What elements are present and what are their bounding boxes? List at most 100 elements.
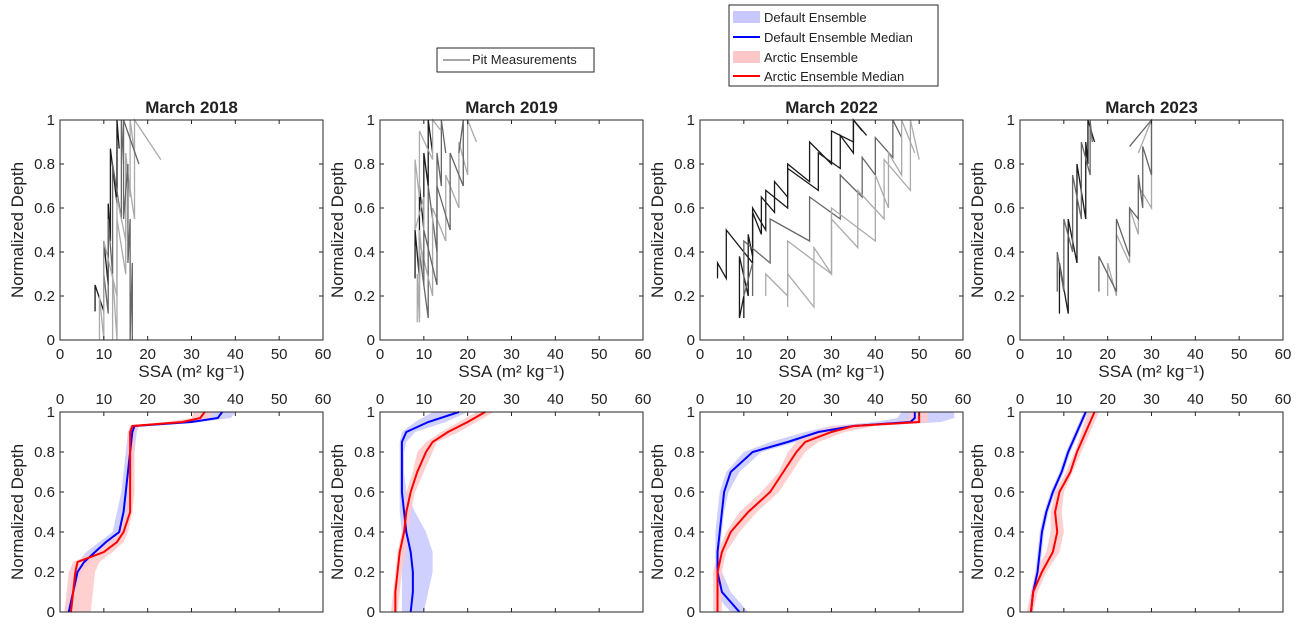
y-tick-label: 0 bbox=[687, 604, 695, 621]
pit-profile-line bbox=[1107, 119, 1153, 297]
y-tick-label: 0.6 bbox=[994, 484, 1015, 501]
x-tick-label: 30 bbox=[1143, 346, 1160, 363]
x-tick-label: 60 bbox=[315, 391, 332, 408]
y-tick-label: 0.6 bbox=[674, 484, 695, 501]
y-tick-label: 0.2 bbox=[34, 564, 55, 581]
x-tick-label: 0 bbox=[696, 346, 704, 363]
y-tick-label: 0 bbox=[1007, 332, 1015, 349]
y-tick-label: 0.6 bbox=[994, 200, 1015, 217]
x-axis-label: SSA (m² kg⁻¹) bbox=[778, 362, 884, 381]
pit-profile-line bbox=[98, 119, 136, 341]
ensemble-band bbox=[399, 412, 468, 612]
y-tick-label: 0.4 bbox=[34, 524, 55, 541]
pit-profile-line bbox=[111, 117, 162, 341]
y-tick-label: 0.2 bbox=[994, 288, 1015, 305]
y-tick-label: 0.4 bbox=[994, 244, 1015, 261]
y-tick-label: 0.4 bbox=[994, 524, 1015, 541]
legend-ensemble: Default Ensemble Default Ensemble Median… bbox=[728, 4, 939, 87]
y-axis-label: Normalized Depth bbox=[968, 162, 987, 298]
legend-label-arctic-ensemble: Arctic Ensemble bbox=[764, 50, 858, 65]
median-line bbox=[69, 411, 206, 613]
y-tick-label: 0.2 bbox=[994, 564, 1015, 581]
pit-profile-line bbox=[423, 119, 464, 286]
x-tick-label: 30 bbox=[823, 346, 840, 363]
x-tick-label: 60 bbox=[1275, 391, 1292, 408]
y-tick-label: 0.4 bbox=[674, 244, 695, 261]
y-tick-label: 0 bbox=[47, 332, 55, 349]
y-axis-label: Normalized Depth bbox=[8, 162, 27, 298]
y-tick-label: 0.4 bbox=[674, 524, 695, 541]
x-tick-label: 50 bbox=[911, 346, 928, 363]
legend-swatch-arctic-ensemble bbox=[733, 51, 760, 63]
x-axis-label: SSA (m² kg⁻¹) bbox=[1098, 362, 1204, 381]
y-tick-label: 1 bbox=[47, 112, 55, 129]
y-tick-label: 0 bbox=[367, 332, 375, 349]
y-tick-label: 1 bbox=[687, 112, 695, 129]
y-tick-label: 0.2 bbox=[674, 564, 695, 581]
pit-profile-line bbox=[1058, 119, 1096, 314]
x-tick-label: 30 bbox=[183, 346, 200, 363]
x-tick-label: 0 bbox=[376, 346, 384, 363]
pit-profile-line bbox=[738, 118, 863, 319]
axes-frame bbox=[59, 411, 324, 613]
y-tick-label: 0.2 bbox=[674, 288, 695, 305]
legend-pit-measurements: Pit Measurements bbox=[436, 47, 595, 73]
x-tick-label: 0 bbox=[56, 346, 64, 363]
x-tick-label: 30 bbox=[823, 391, 840, 408]
y-tick-label: 1 bbox=[1007, 404, 1015, 421]
y-tick-label: 0 bbox=[367, 604, 375, 621]
y-axis-label: Normalized Depth bbox=[328, 162, 347, 298]
x-tick-label: 50 bbox=[271, 346, 288, 363]
x-tick-label: 30 bbox=[503, 346, 520, 363]
x-axis-label: SSA (m² kg⁻¹) bbox=[138, 362, 244, 381]
x-tick-label: 30 bbox=[503, 391, 520, 408]
x-tick-label: 50 bbox=[1231, 346, 1248, 363]
pit-profile-line bbox=[1098, 118, 1153, 292]
y-tick-label: 0.8 bbox=[674, 156, 695, 173]
x-tick-label: 50 bbox=[1231, 391, 1248, 408]
x-tick-label: 10 bbox=[735, 346, 752, 363]
pit-profile-line bbox=[414, 118, 442, 323]
y-tick-label: 0.8 bbox=[674, 444, 695, 461]
x-tick-label: 0 bbox=[376, 391, 384, 408]
legend-swatch-default-ensemble bbox=[733, 11, 760, 23]
y-tick-label: 0 bbox=[47, 604, 55, 621]
y-axis-label: Normalized Depth bbox=[8, 444, 27, 580]
x-tick-label: 50 bbox=[591, 346, 608, 363]
x-axis-label: SSA (m² kg⁻¹) bbox=[458, 362, 564, 381]
x-tick-label: 60 bbox=[635, 391, 652, 408]
x-tick-label: 10 bbox=[415, 346, 432, 363]
ensemble-band bbox=[64, 412, 214, 612]
x-tick-label: 40 bbox=[1187, 346, 1204, 363]
median-line bbox=[1029, 411, 1096, 613]
y-tick-label: 0.8 bbox=[34, 444, 55, 461]
median-line bbox=[716, 412, 921, 612]
y-axis-label: Normalized Depth bbox=[328, 444, 347, 580]
y-tick-label: 0.4 bbox=[34, 244, 55, 261]
x-tick-label: 20 bbox=[1099, 346, 1116, 363]
y-tick-label: 0.8 bbox=[354, 444, 375, 461]
y-axis-label: Normalized Depth bbox=[648, 162, 667, 298]
x-tick-label: 10 bbox=[95, 391, 112, 408]
x-tick-label: 10 bbox=[1055, 391, 1072, 408]
y-tick-label: 0 bbox=[687, 332, 695, 349]
x-tick-label: 10 bbox=[1055, 346, 1072, 363]
x-tick-label: 40 bbox=[227, 391, 244, 408]
x-tick-label: 20 bbox=[779, 391, 796, 408]
y-tick-label: 0.6 bbox=[34, 484, 55, 501]
x-tick-label: 60 bbox=[1275, 346, 1292, 363]
y-tick-label: 0.8 bbox=[354, 156, 375, 173]
pit-profile-line bbox=[743, 119, 903, 297]
y-axis-label: Normalized Depth bbox=[648, 444, 667, 580]
median-line bbox=[400, 411, 460, 613]
y-tick-label: 0.8 bbox=[994, 156, 1015, 173]
y-tick-label: 0.2 bbox=[354, 564, 375, 581]
y-tick-label: 0.2 bbox=[34, 288, 55, 305]
pit-profile-line bbox=[94, 119, 120, 312]
